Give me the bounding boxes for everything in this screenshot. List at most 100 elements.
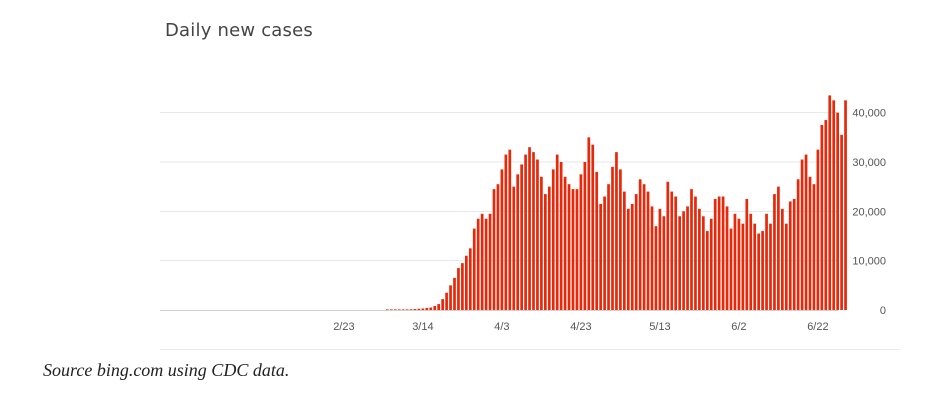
bar <box>792 199 796 310</box>
bar <box>816 149 820 310</box>
bar <box>713 199 717 310</box>
bar <box>425 308 429 310</box>
y-tick-label: 40,000 <box>852 108 886 120</box>
bar <box>461 263 464 310</box>
bar <box>441 299 444 310</box>
x-tick-label: 6/22 <box>807 321 828 333</box>
bar <box>559 162 563 310</box>
bar <box>532 152 535 310</box>
bar <box>409 309 413 310</box>
bar <box>583 162 587 310</box>
bar <box>449 285 452 310</box>
bar <box>476 218 480 310</box>
y-tick-label: 30,000 <box>852 157 886 169</box>
bar <box>567 184 571 310</box>
bar <box>437 304 441 310</box>
bar <box>808 176 812 310</box>
bar <box>753 223 757 310</box>
bar <box>630 203 634 310</box>
bar <box>804 154 808 310</box>
bar <box>757 233 760 310</box>
bar <box>832 100 836 310</box>
bar <box>595 171 599 310</box>
bar <box>551 169 555 310</box>
bar <box>536 159 539 310</box>
bar <box>386 309 389 310</box>
bar <box>682 211 685 310</box>
bar <box>429 307 433 310</box>
x-tick-label: 4/23 <box>570 321 591 333</box>
bar <box>733 213 737 310</box>
bar <box>650 206 654 310</box>
y-tick-label: 20,000 <box>852 206 886 218</box>
bar <box>508 149 512 310</box>
bar <box>741 223 745 310</box>
bar <box>468 248 472 310</box>
bar <box>496 184 500 310</box>
bar <box>599 203 602 310</box>
bar <box>405 309 409 310</box>
bar <box>796 179 800 310</box>
x-tick-label: 4/3 <box>494 321 509 333</box>
bar <box>674 196 678 310</box>
x-tick-label: 2/23 <box>333 321 354 333</box>
x-tick-label: 6/2 <box>731 321 746 333</box>
bar <box>480 213 484 310</box>
bar <box>769 223 772 310</box>
bar <box>725 206 729 310</box>
bar <box>788 201 792 310</box>
bar <box>484 218 488 310</box>
bar <box>524 154 527 310</box>
bar <box>670 191 674 310</box>
bar <box>745 199 749 310</box>
bar <box>626 208 630 310</box>
bar <box>666 181 670 310</box>
bar <box>619 169 622 310</box>
bar <box>690 189 693 310</box>
bar <box>611 166 614 310</box>
bar <box>721 196 725 310</box>
bar <box>844 100 847 310</box>
x-tick-label: 5/13 <box>649 321 670 333</box>
bar <box>717 196 721 310</box>
bar <box>781 208 784 310</box>
bar <box>749 213 753 310</box>
bar <box>472 228 476 310</box>
source-caption: Source bing.com using CDC data. <box>43 360 290 380</box>
y-tick-label: 10,000 <box>852 256 886 268</box>
bar <box>698 208 701 310</box>
bar <box>686 206 689 310</box>
bars <box>386 95 847 311</box>
bar <box>433 306 437 310</box>
bar <box>528 147 531 310</box>
bar <box>765 213 768 310</box>
bar <box>607 184 610 310</box>
bar <box>417 308 421 310</box>
x-tick-label: 3/14 <box>412 321 433 333</box>
bar <box>492 189 496 310</box>
x-axis-ticks: 2/23 3/14 4/3 4/23 5/13 6/2 6/22 <box>333 321 828 333</box>
bar <box>465 255 468 310</box>
bar <box>777 186 780 310</box>
bar <box>544 194 547 310</box>
bar <box>571 189 575 310</box>
bar <box>575 189 579 310</box>
bar <box>512 186 516 310</box>
bar <box>389 309 393 310</box>
bar <box>784 223 788 310</box>
bar <box>591 144 595 310</box>
bar <box>761 231 764 310</box>
y-axis-ticks: 0 10,000 20,000 30,000 40,000 <box>852 108 886 317</box>
bar <box>824 120 828 310</box>
bar <box>729 228 733 310</box>
bar <box>413 309 417 310</box>
bar <box>547 186 551 310</box>
bar <box>563 176 567 310</box>
bar <box>555 154 559 310</box>
bar <box>579 174 583 310</box>
bar <box>421 308 425 310</box>
bar <box>500 169 504 310</box>
bar <box>800 159 804 310</box>
bar <box>393 309 397 310</box>
